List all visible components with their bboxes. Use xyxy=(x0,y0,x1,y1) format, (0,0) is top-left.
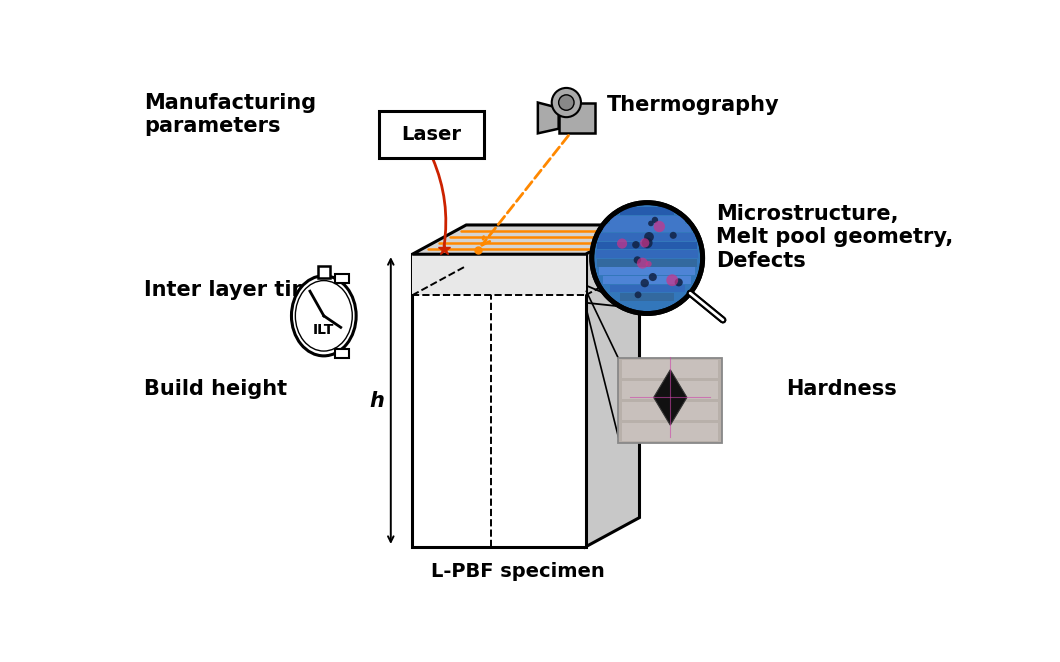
FancyBboxPatch shape xyxy=(379,111,484,158)
Polygon shape xyxy=(559,103,595,133)
Circle shape xyxy=(637,258,648,269)
Circle shape xyxy=(649,273,657,281)
Polygon shape xyxy=(412,254,585,295)
Text: Inter layer time: Inter layer time xyxy=(144,281,328,301)
Polygon shape xyxy=(412,225,639,254)
Circle shape xyxy=(617,238,628,249)
Text: Build height: Build height xyxy=(144,379,287,399)
Polygon shape xyxy=(654,370,687,425)
Text: Thermography: Thermography xyxy=(606,95,779,115)
Circle shape xyxy=(632,241,639,248)
Text: L-PBF specimen: L-PBF specimen xyxy=(431,562,605,581)
Circle shape xyxy=(654,221,665,232)
Circle shape xyxy=(652,216,658,223)
Text: Laser: Laser xyxy=(402,125,461,144)
Polygon shape xyxy=(585,225,639,547)
FancyBboxPatch shape xyxy=(622,359,719,378)
Polygon shape xyxy=(537,103,559,133)
Polygon shape xyxy=(610,216,685,224)
FancyBboxPatch shape xyxy=(318,265,330,278)
Text: ILT: ILT xyxy=(313,322,335,337)
Polygon shape xyxy=(603,276,691,284)
FancyBboxPatch shape xyxy=(335,274,349,283)
Ellipse shape xyxy=(292,276,356,356)
Polygon shape xyxy=(597,250,699,258)
Text: h: h xyxy=(370,391,385,410)
Circle shape xyxy=(648,220,654,226)
Polygon shape xyxy=(599,267,695,275)
Circle shape xyxy=(641,238,653,248)
Polygon shape xyxy=(585,225,639,295)
Polygon shape xyxy=(610,285,685,293)
Polygon shape xyxy=(597,259,697,267)
Polygon shape xyxy=(620,293,674,301)
Text: Microstructure,
Melt pool geometry,
Defects: Microstructure, Melt pool geometry, Defe… xyxy=(717,204,954,271)
Polygon shape xyxy=(597,242,697,250)
Polygon shape xyxy=(620,207,674,215)
Text: Manufacturing
parameters: Manufacturing parameters xyxy=(144,93,317,136)
FancyBboxPatch shape xyxy=(335,349,349,357)
Circle shape xyxy=(551,88,581,117)
FancyArrowPatch shape xyxy=(432,159,446,246)
Circle shape xyxy=(640,279,649,287)
Circle shape xyxy=(667,274,678,286)
Circle shape xyxy=(674,278,683,287)
FancyBboxPatch shape xyxy=(622,402,719,420)
FancyBboxPatch shape xyxy=(622,423,719,442)
Polygon shape xyxy=(599,233,695,241)
Circle shape xyxy=(559,95,575,111)
Circle shape xyxy=(640,238,650,248)
Polygon shape xyxy=(603,224,691,232)
Circle shape xyxy=(646,261,652,267)
Circle shape xyxy=(670,232,676,239)
Text: Hardness: Hardness xyxy=(785,379,897,399)
Circle shape xyxy=(644,232,654,242)
FancyArrowPatch shape xyxy=(482,136,568,245)
Circle shape xyxy=(591,203,703,314)
Circle shape xyxy=(635,291,641,299)
Polygon shape xyxy=(412,254,585,547)
FancyBboxPatch shape xyxy=(622,381,719,399)
FancyBboxPatch shape xyxy=(618,358,722,443)
Circle shape xyxy=(634,256,641,263)
